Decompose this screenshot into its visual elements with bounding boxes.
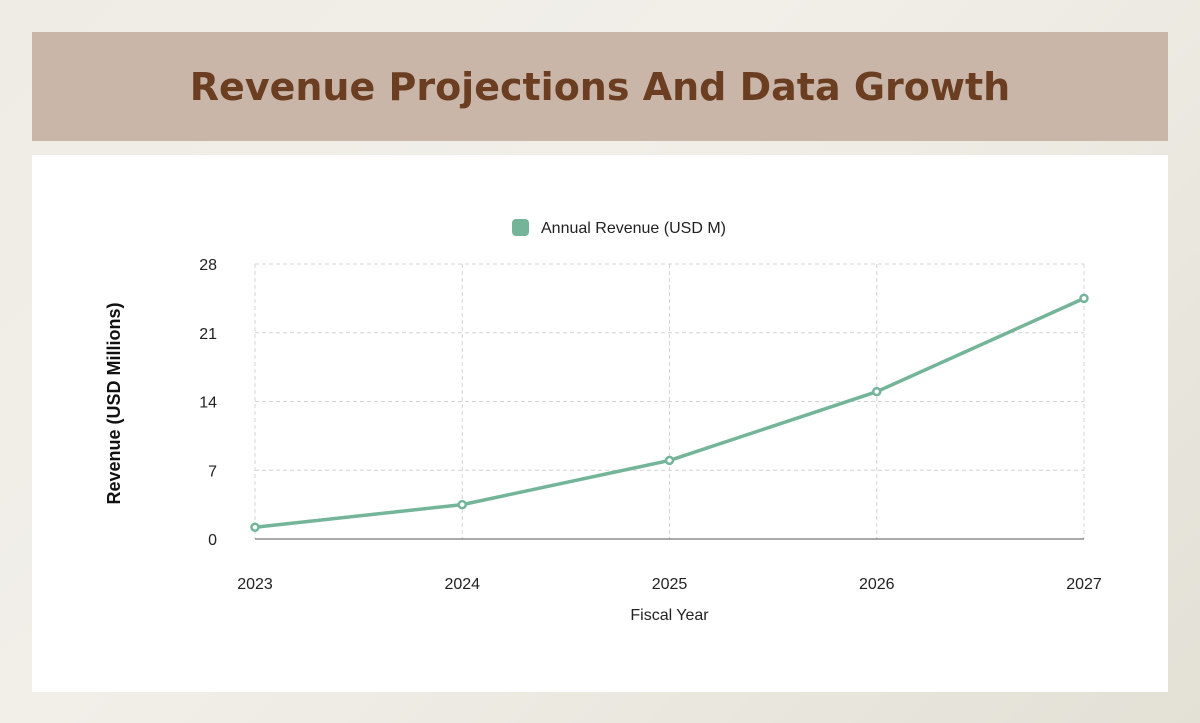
y-axis-title: Revenue (USD Millions) xyxy=(104,302,124,504)
legend-label: Annual Revenue (USD M) xyxy=(541,220,726,237)
chart-grid xyxy=(254,263,1085,539)
data-point xyxy=(664,455,675,466)
y-tick-label: 21 xyxy=(199,326,217,343)
y-tick-label: 28 xyxy=(199,257,217,274)
x-tick-label: 2024 xyxy=(444,576,480,593)
data-point xyxy=(1079,293,1089,304)
x-tick-label: 2027 xyxy=(1066,576,1102,593)
data-point xyxy=(872,386,882,397)
x-tick-label: 2023 xyxy=(237,576,273,593)
data-point xyxy=(250,522,260,532)
x-axis-title: Fiscal Year xyxy=(630,607,709,624)
legend-swatch xyxy=(512,219,529,236)
x-tick-label: 2026 xyxy=(859,576,895,593)
y-tick-label: 0 xyxy=(208,532,217,549)
title-banner: Revenue Projections And Data Growth xyxy=(32,32,1168,141)
chart-labels: 0 7 14 21 28 2023 2024 2025 2026 2027 Fiscal Year R… xyxy=(104,257,1102,624)
data-point xyxy=(457,499,467,510)
y-tick-label: 7 xyxy=(208,463,217,480)
line-chart: 0 7 14 21 28 2023 2024 2025 2026 2027 Fiscal Year R… xyxy=(104,219,1102,624)
x-tick-label: 2025 xyxy=(652,576,688,593)
chart-series xyxy=(250,293,1089,532)
y-tick-label: 14 xyxy=(199,395,217,412)
chart-legend: Annual Revenue (USD M) xyxy=(512,219,726,237)
page-title: Revenue Projections And Data Growth xyxy=(189,64,1011,109)
chart-card: 0 7 14 21 28 2023 2024 2025 2026 2027 Fiscal Year R… xyxy=(32,155,1168,692)
